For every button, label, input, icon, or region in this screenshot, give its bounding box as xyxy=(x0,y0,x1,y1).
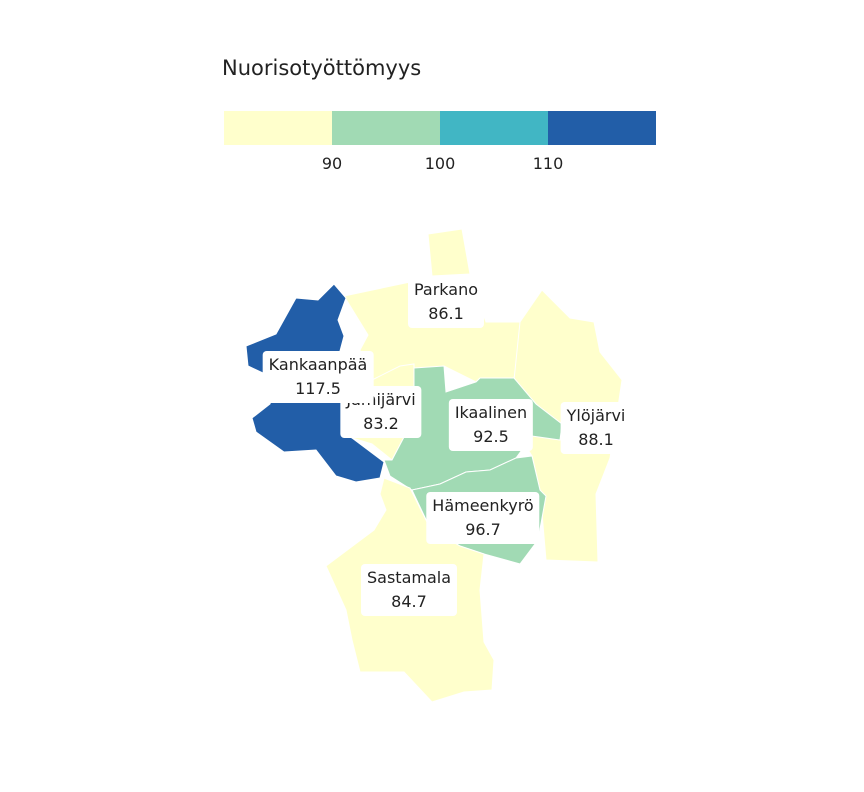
region-label-hameenkyro: Hämeenkyrö 96.7 xyxy=(426,492,540,544)
region-value: 84.7 xyxy=(391,592,427,611)
region-name: Ikaalinen xyxy=(454,403,528,422)
region-parkano[interactable] xyxy=(427,228,471,277)
legend-swatch xyxy=(548,111,656,145)
region-value: 88.1 xyxy=(578,430,614,449)
legend-tick: 100 xyxy=(424,154,456,173)
region-name: Sastamala xyxy=(366,568,452,587)
region-value: 83.2 xyxy=(363,414,399,433)
region-name: Ylöjärvi xyxy=(566,406,626,425)
legend-swatch xyxy=(440,111,548,145)
region-value: 86.1 xyxy=(428,304,464,323)
region-name: Hämeenkyrö xyxy=(432,496,534,515)
region-label-ikaalinen: Ikaalinen 92.5 xyxy=(448,399,534,451)
legend-tick: 90 xyxy=(321,154,343,173)
region-value: 117.5 xyxy=(295,379,341,398)
region-label-ylojarvi: Ylöjärvi 88.1 xyxy=(560,402,632,454)
region-name: Kankaanpää xyxy=(268,355,368,374)
region-value: 96.7 xyxy=(465,520,501,539)
region-label-parkano: Parkano 86.1 xyxy=(407,276,485,328)
region-name: Parkano xyxy=(413,280,479,299)
legend-swatch xyxy=(332,111,440,145)
legend-swatch xyxy=(224,111,332,145)
legend-tick: 110 xyxy=(532,154,564,173)
legend-title: Nuorisotyöttömyys xyxy=(222,56,422,80)
region-label-sastamala: Sastamala 84.7 xyxy=(360,564,458,616)
region-label-kankaanpaa: Kankaanpää 117.5 xyxy=(262,351,374,403)
region-value: 92.5 xyxy=(473,427,509,446)
legend-color-bar xyxy=(224,111,656,145)
